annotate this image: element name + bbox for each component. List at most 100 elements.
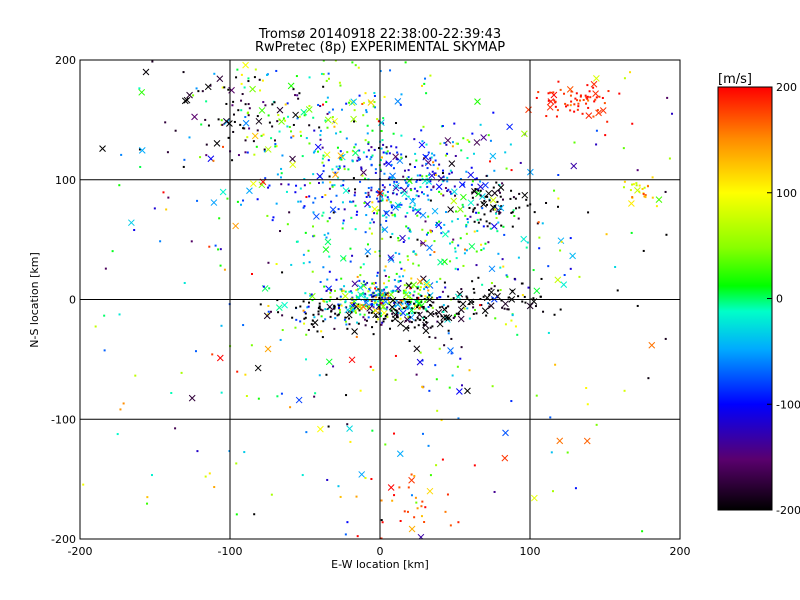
data-point: [422, 316, 425, 319]
data-point: [208, 472, 211, 475]
data-point: [518, 192, 521, 195]
data-point: [308, 301, 311, 304]
data-point: [275, 263, 278, 266]
data-point: [368, 205, 371, 208]
data-point: [323, 300, 326, 303]
data-point: [429, 74, 432, 77]
data-point: [427, 215, 430, 218]
data-point: [642, 249, 645, 252]
data-point: [481, 283, 484, 286]
x-tick-label: -200: [68, 545, 93, 558]
data-point: [431, 152, 434, 155]
data-point: [404, 215, 407, 218]
data-point-cross: [329, 206, 337, 214]
data-point: [301, 155, 304, 158]
data-point: [545, 201, 548, 204]
data-point: [343, 257, 346, 260]
data-point: [447, 305, 450, 308]
data-point-cross: [480, 200, 488, 208]
data-point: [281, 154, 284, 157]
data-point: [636, 169, 639, 172]
data-point: [423, 157, 426, 160]
data-point: [509, 197, 512, 200]
data-point: [380, 195, 383, 198]
data-point: [314, 197, 317, 200]
data-point: [182, 165, 185, 168]
x-axis-label: E-W location [km]: [331, 558, 429, 571]
data-point: [356, 288, 359, 291]
data-point: [521, 294, 524, 297]
data-point: [302, 300, 305, 303]
data-point: [477, 189, 480, 192]
data-point: [427, 151, 430, 154]
data-point: [407, 258, 410, 261]
data-point: [382, 317, 385, 320]
data-point: [273, 101, 276, 104]
data-point: [379, 168, 382, 171]
data-point: [397, 301, 400, 304]
data-point: [557, 80, 560, 83]
data-point: [507, 308, 510, 311]
data-point: [425, 286, 428, 289]
data-point: [376, 303, 379, 306]
data-point-cross: [525, 106, 532, 114]
data-point: [339, 495, 342, 498]
data-point: [363, 313, 366, 316]
data-point: [555, 115, 558, 118]
data-point-cross: [372, 307, 380, 314]
data-point-cross: [413, 345, 421, 353]
data-point-cross: [350, 115, 357, 123]
data-point: [557, 174, 560, 177]
data-point: [399, 186, 402, 189]
data-point: [335, 194, 338, 197]
data-point: [454, 154, 457, 157]
data-point: [327, 77, 330, 80]
data-point-cross: [138, 146, 146, 154]
data-point: [534, 305, 537, 308]
data-point: [359, 180, 362, 183]
data-point: [601, 96, 604, 99]
data-point: [309, 294, 312, 297]
data-point: [492, 111, 495, 114]
data-point: [220, 391, 223, 394]
data-point: [196, 450, 199, 453]
data-point-cross: [444, 137, 452, 144]
data-point: [432, 312, 435, 315]
data-point: [370, 186, 373, 189]
data-point: [236, 68, 239, 71]
data-point-cross: [485, 190, 493, 197]
data-point: [356, 210, 359, 213]
data-point: [236, 370, 239, 373]
data-point: [428, 173, 431, 176]
data-point: [274, 143, 277, 146]
data-point: [342, 184, 345, 187]
data-point: [502, 265, 505, 268]
data-point: [644, 194, 647, 197]
data-point: [104, 267, 107, 270]
data-point-cross: [455, 388, 463, 395]
data-point: [390, 290, 393, 293]
data-point: [351, 150, 354, 153]
data-point: [370, 311, 373, 314]
data-point-cross: [350, 98, 358, 106]
data-point: [358, 149, 361, 152]
data-point-cross: [249, 85, 256, 93]
data-point: [636, 304, 639, 307]
colorbar-tick-label: 100: [776, 187, 797, 200]
data-point: [275, 202, 278, 205]
data-point: [351, 159, 354, 162]
data-point: [416, 317, 419, 320]
data-point: [475, 177, 478, 180]
data-point: [406, 313, 409, 316]
data-point: [421, 305, 424, 308]
data-point: [349, 305, 352, 308]
data-point: [504, 323, 507, 326]
data-point: [384, 194, 387, 197]
data-point: [482, 247, 485, 250]
colorbar-gradient: [717, 86, 773, 511]
data-point: [542, 310, 545, 313]
data-point: [417, 285, 420, 288]
data-point: [419, 286, 422, 289]
data-point: [419, 288, 422, 291]
